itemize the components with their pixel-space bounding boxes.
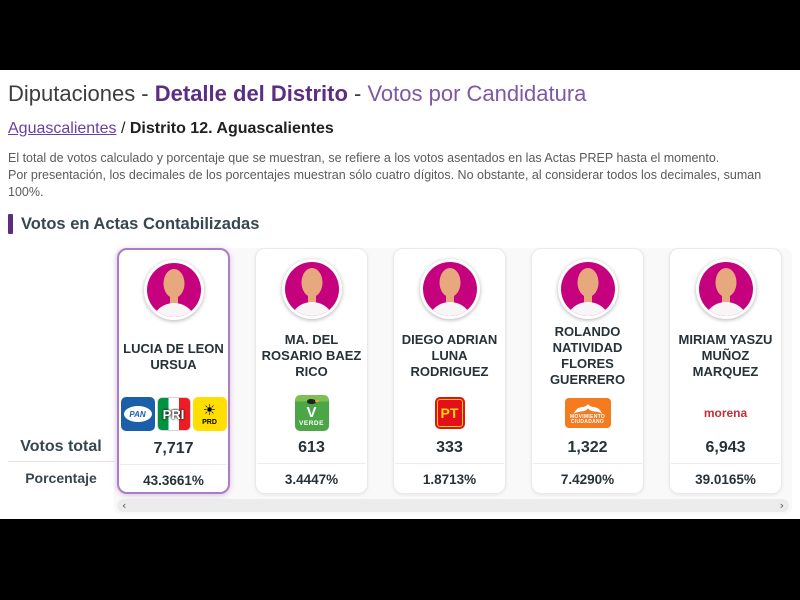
title-votes-by-candidate: Votos por Candidatura [367,81,587,106]
section-title-text: Votos en Actas Contabilizadas [21,214,260,233]
pt-logo: PT [434,397,465,429]
candidate-cards-row: LUCIA DE LEON URSUA PAN PRI ☀ PRD 7,717 43.366… [117,248,789,494]
candidate-votes-total: 613 [298,439,325,456]
letterbox-bottom [0,519,800,600]
candidate-avatar [281,259,342,319]
mc-logo-text: MOVIMIENTO CIUDADANO [569,413,606,425]
verde-toucan-icon [307,399,319,404]
candidate-avatar [143,260,204,320]
candidate-votes-total: 6,943 [705,439,746,456]
party-logos: morena [704,393,747,433]
prd-logo-text: PRD [202,418,217,426]
section-title-accent-bar [8,214,13,234]
title-dash: - [347,81,368,106]
candidate-name: DIEGO ADRIAN LUNA RODRIGUEZ [401,332,498,379]
page-title: Diputaciones - Detalle del Distrito - Vo… [8,80,792,107]
prd-logo: ☀ PRD [192,397,227,431]
breadcrumb-separator: / [116,120,130,137]
candidate-percentage: 7.4290% [560,472,615,487]
letterbox-top [0,0,800,70]
candidate-percentage: 1.8713% [422,472,477,487]
verde-v-text: V [306,404,317,421]
candidate-card[interactable]: ROLANDO NATIVIDAD FLORES GUERRERO MOVIMIE… [531,248,644,494]
horizontal-scrollbar[interactable]: ‹ › [117,499,789,512]
candidate-card-selected[interactable]: LUCIA DE LEON URSUA PAN PRI ☀ PRD 7,717 43.366… [117,248,230,494]
title-district-detail: Detalle del Distrito [154,81,348,106]
candidate-card[interactable]: DIEGO ADRIAN LUNA RODRIGUEZ PT 333 1.8713% [393,248,506,494]
pt-logo-text: PT [440,405,459,421]
row-labels-column: Votos total Porcentaje [8,248,114,515]
verde-logo: V VERDE [294,395,329,431]
card-divider [671,463,780,464]
candidate-name: MA. DEL ROSARIO BAEZ RICO [261,332,362,379]
card-divider [395,463,504,464]
candidate-card[interactable]: MA. DEL ROSARIO BAEZ RICO V VERDE 613 3.4447… [255,248,368,494]
row-labels-spacer [8,248,114,432]
candidate-votes-total: 7,717 [153,440,194,457]
card-divider [120,464,227,465]
prd-sun-icon: ☀ [202,401,217,419]
breadcrumb-state-link[interactable]: Aguascalientes [8,120,117,137]
scroll-left-icon[interactable]: ‹ [122,499,127,512]
pri-logo-text: PRI [162,406,185,422]
party-logos: PT [434,393,465,433]
section-title: Votos en Actas Contabilizadas [8,214,792,234]
candidate-votes-total: 333 [436,439,463,456]
breadcrumb-district: Distrito 12. Aguascalientes [129,120,334,137]
percentage-label: Porcentaje [25,469,97,486]
avatar-wrap [419,249,480,319]
morena-logo: morena [703,406,748,420]
info-note-line2: Por presentación, los decimales de los p… [8,168,762,199]
candidate-card[interactable]: MIRIAM YASZU MUÑOZ MARQUEZ morena 6,943 39.… [669,248,782,494]
info-note-line1: El total de votos calculado y porcentaje… [8,151,720,165]
party-logos: V VERDE [294,393,329,433]
candidate-name: LUCIA DE LEON URSUA [123,341,224,372]
party-logos: MOVIMIENTO CIUDADANO [564,393,611,433]
candidate-name: MIRIAM YASZU MUÑOZ MARQUEZ [678,332,773,379]
mc-eagle-icon [573,403,602,414]
party-logos: PAN PRI ☀ PRD [120,394,227,434]
mc-logo: MOVIMIENTO CIUDADANO [564,398,611,428]
avatar-wrap [695,249,756,319]
candidate-votes-total: 1,322 [567,439,608,456]
candidate-avatar [419,259,480,319]
candidate-avatar [557,259,618,319]
info-notes: El total de votos calculado y porcentaje… [8,150,792,201]
candidate-percentage: 3.4447% [284,472,339,487]
candidate-percentage: 39.0165% [695,472,756,487]
candidates-panel: LUCIA DE LEON URSUA PAN PRI ☀ PRD 7,717 43.366… [114,248,792,515]
candidate-name: ROLANDO NATIVIDAD FLORES GUERRERO [549,324,626,387]
pan-logo-text: PAN [123,406,152,422]
scroll-right-icon[interactable]: › [779,499,784,512]
verde-logo-text: VERDE [299,420,324,427]
avatar-wrap [557,249,618,319]
title-contest: Diputaciones - [8,81,155,106]
avatar-wrap [143,250,204,320]
results-table: Votos total Porcentaje LUCIA DE LEON URS… [8,248,792,515]
avatar-wrap [281,249,342,319]
candidate-percentage: 43.3661% [143,473,204,488]
card-divider [533,463,642,464]
card-divider [257,463,366,464]
page-content: Diputaciones - Detalle del Distrito - Vo… [0,70,800,555]
votes-total-label: Votos total [8,432,114,462]
pri-logo: PRI [156,397,191,431]
pan-logo: PAN [120,397,155,431]
candidate-avatar [695,259,756,319]
breadcrumb: Aguascalientes / Distrito 12. Aguascalie… [8,120,792,138]
